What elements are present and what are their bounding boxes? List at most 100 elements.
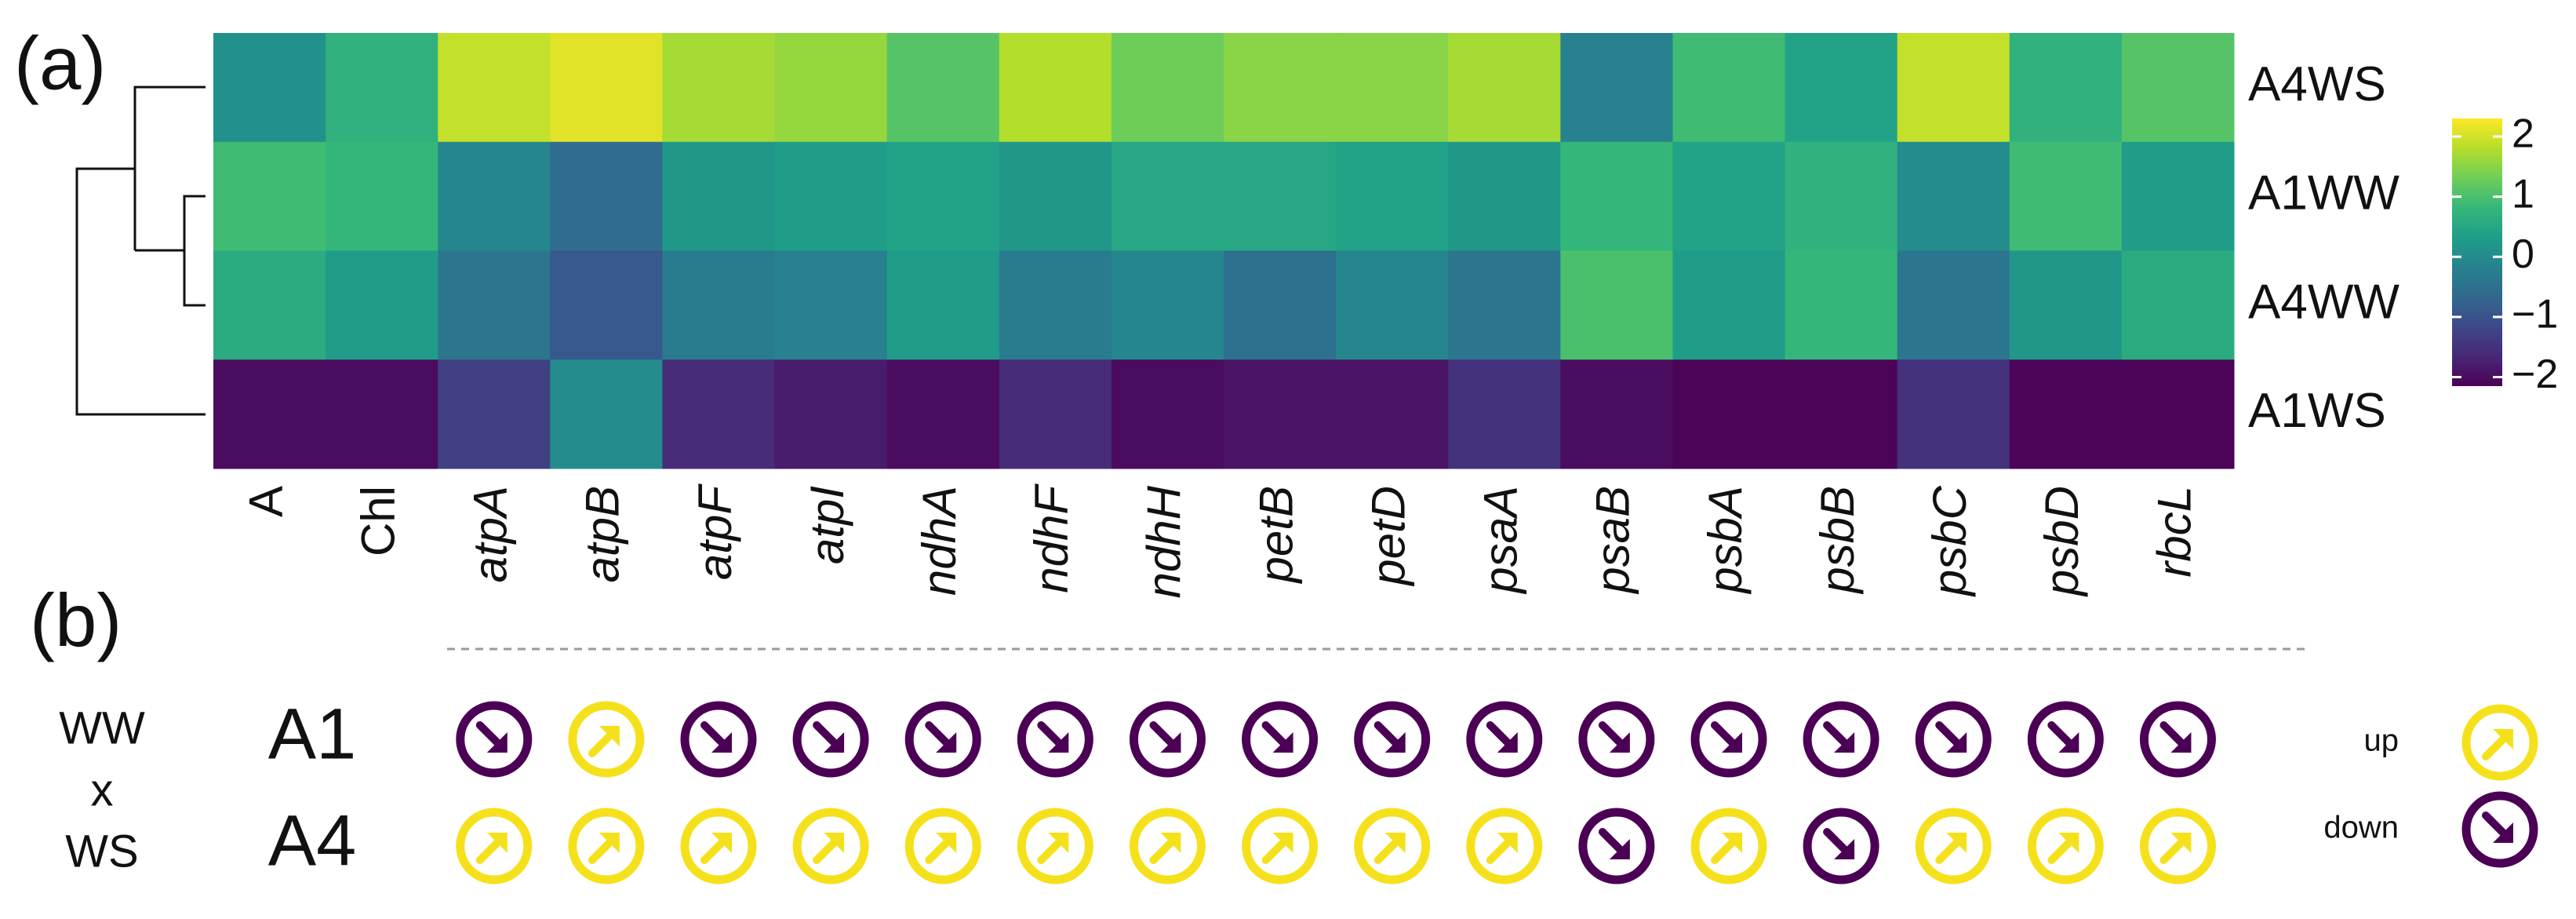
icon-shaft (588, 838, 614, 864)
icon-shaft (1823, 828, 1850, 854)
heatmap-cell (1672, 250, 1786, 360)
icon-shaft (1711, 838, 1737, 864)
heatmap-cell (2009, 33, 2123, 143)
direction-icon (1466, 808, 1543, 884)
heatmap-cell (1224, 359, 1337, 469)
icon-shaft (925, 721, 951, 747)
icon-shaft (475, 721, 502, 747)
heatmap-cell (1224, 250, 1337, 360)
icon-shaft (1374, 838, 1400, 864)
direction-icon (2461, 704, 2538, 781)
heatmap-cell (774, 33, 888, 143)
heatmap-cell (1672, 359, 1786, 469)
group-label: WS (65, 826, 138, 877)
heatmap-cell (438, 359, 551, 469)
direction-icon (1803, 808, 1879, 884)
heatmap-cell (550, 141, 663, 251)
heatmap-cell (213, 141, 326, 251)
colorbar-tick-label: 1 (2512, 171, 2534, 217)
icon-head (1160, 732, 1181, 753)
direction-icon (2027, 808, 2104, 884)
icon-shaft (2047, 721, 2074, 747)
heatmap-cell (213, 359, 326, 469)
icon-head (1384, 732, 1406, 753)
icon-head (1946, 833, 1967, 853)
heatmap-cell (1785, 141, 1898, 251)
heatmap-cell (438, 141, 551, 251)
heatmap-cell (213, 250, 326, 360)
heatmap-cell (1672, 141, 1786, 251)
heatmap-cell (1897, 250, 2010, 360)
direction-icon (792, 808, 869, 884)
direction-icon (456, 808, 533, 884)
heatmap-cell (774, 250, 888, 360)
icon-shaft (1486, 721, 1512, 747)
icon-head (1272, 833, 1293, 853)
icon-head (1722, 732, 1742, 753)
row-label: A4WS (2248, 57, 2386, 111)
direction-icon (1578, 808, 1655, 884)
heatmap-cell (1111, 141, 1224, 251)
direction-icon (1803, 701, 1879, 778)
heatmap-cell (1785, 33, 1898, 143)
heatmap-cell (1897, 33, 2010, 143)
icon-head (2170, 732, 2192, 753)
heatmap-cell (662, 141, 776, 251)
heatmap-cell (886, 250, 1000, 360)
heatmap-cell (1448, 33, 1561, 143)
row-label: A1 (268, 694, 357, 774)
heatmap-cell (999, 250, 1112, 360)
icon-head (824, 833, 845, 853)
heatmap-cell (662, 250, 776, 360)
column-label: psbD (2036, 486, 2088, 597)
column-label: psaB (1587, 486, 1639, 595)
heatmap-cell (886, 141, 1000, 251)
icon-shaft (1711, 721, 1737, 747)
heatmap-cell (2009, 141, 2123, 251)
heatmap-cell (1111, 250, 1224, 360)
heatmap-cell (326, 33, 438, 143)
icon-shaft (1598, 828, 1625, 854)
group-label: x (91, 764, 114, 815)
heatmap-cell (2121, 359, 2235, 469)
row-label: A1WS (2248, 384, 2386, 438)
heatmap-cell (213, 33, 326, 143)
column-label: psbA (1699, 486, 1752, 595)
colorbar-tick-label: 2 (2512, 111, 2534, 157)
heatmap-cell (1785, 359, 1898, 469)
icon-shaft (700, 838, 726, 864)
icon-shaft (1598, 721, 1625, 747)
icon-shaft (2159, 721, 2186, 747)
direction-icon (1017, 701, 1093, 778)
heatmap-cell (1785, 250, 1898, 360)
icon-shaft (1261, 721, 1288, 747)
row-label: A4WW (2248, 275, 2400, 329)
icon-shaft (2047, 838, 2074, 864)
heatmap-cell (1336, 33, 1449, 143)
icon-head (1722, 833, 1742, 853)
heatmap-cell (438, 33, 551, 143)
heatmap-cell (1448, 250, 1561, 360)
panel-label: (a) (14, 21, 106, 105)
heatmap-cell (662, 359, 776, 469)
direction-icon (904, 701, 981, 778)
column-label: atpA (464, 486, 517, 582)
column-label: petD (1363, 486, 1415, 587)
icon-shaft (1037, 721, 1064, 747)
icon-shaft (2159, 838, 2186, 864)
heatmap-cell (550, 33, 663, 143)
icon-head (1497, 833, 1518, 853)
direction-icon (1466, 701, 1543, 778)
heatmap-cell (326, 250, 438, 360)
heatmap-cell (1111, 33, 1224, 143)
icon-head (1160, 833, 1181, 853)
column-label: psbC (1923, 485, 1976, 597)
group-label: WW (59, 702, 145, 753)
column-label: ndhH (1137, 485, 1190, 598)
icon-shaft (1935, 838, 1962, 864)
colorbar-tick-label: 0 (2512, 232, 2534, 277)
icon-shaft (813, 721, 839, 747)
icon-head (1048, 833, 1069, 853)
heatmap-cell (2009, 359, 2123, 469)
